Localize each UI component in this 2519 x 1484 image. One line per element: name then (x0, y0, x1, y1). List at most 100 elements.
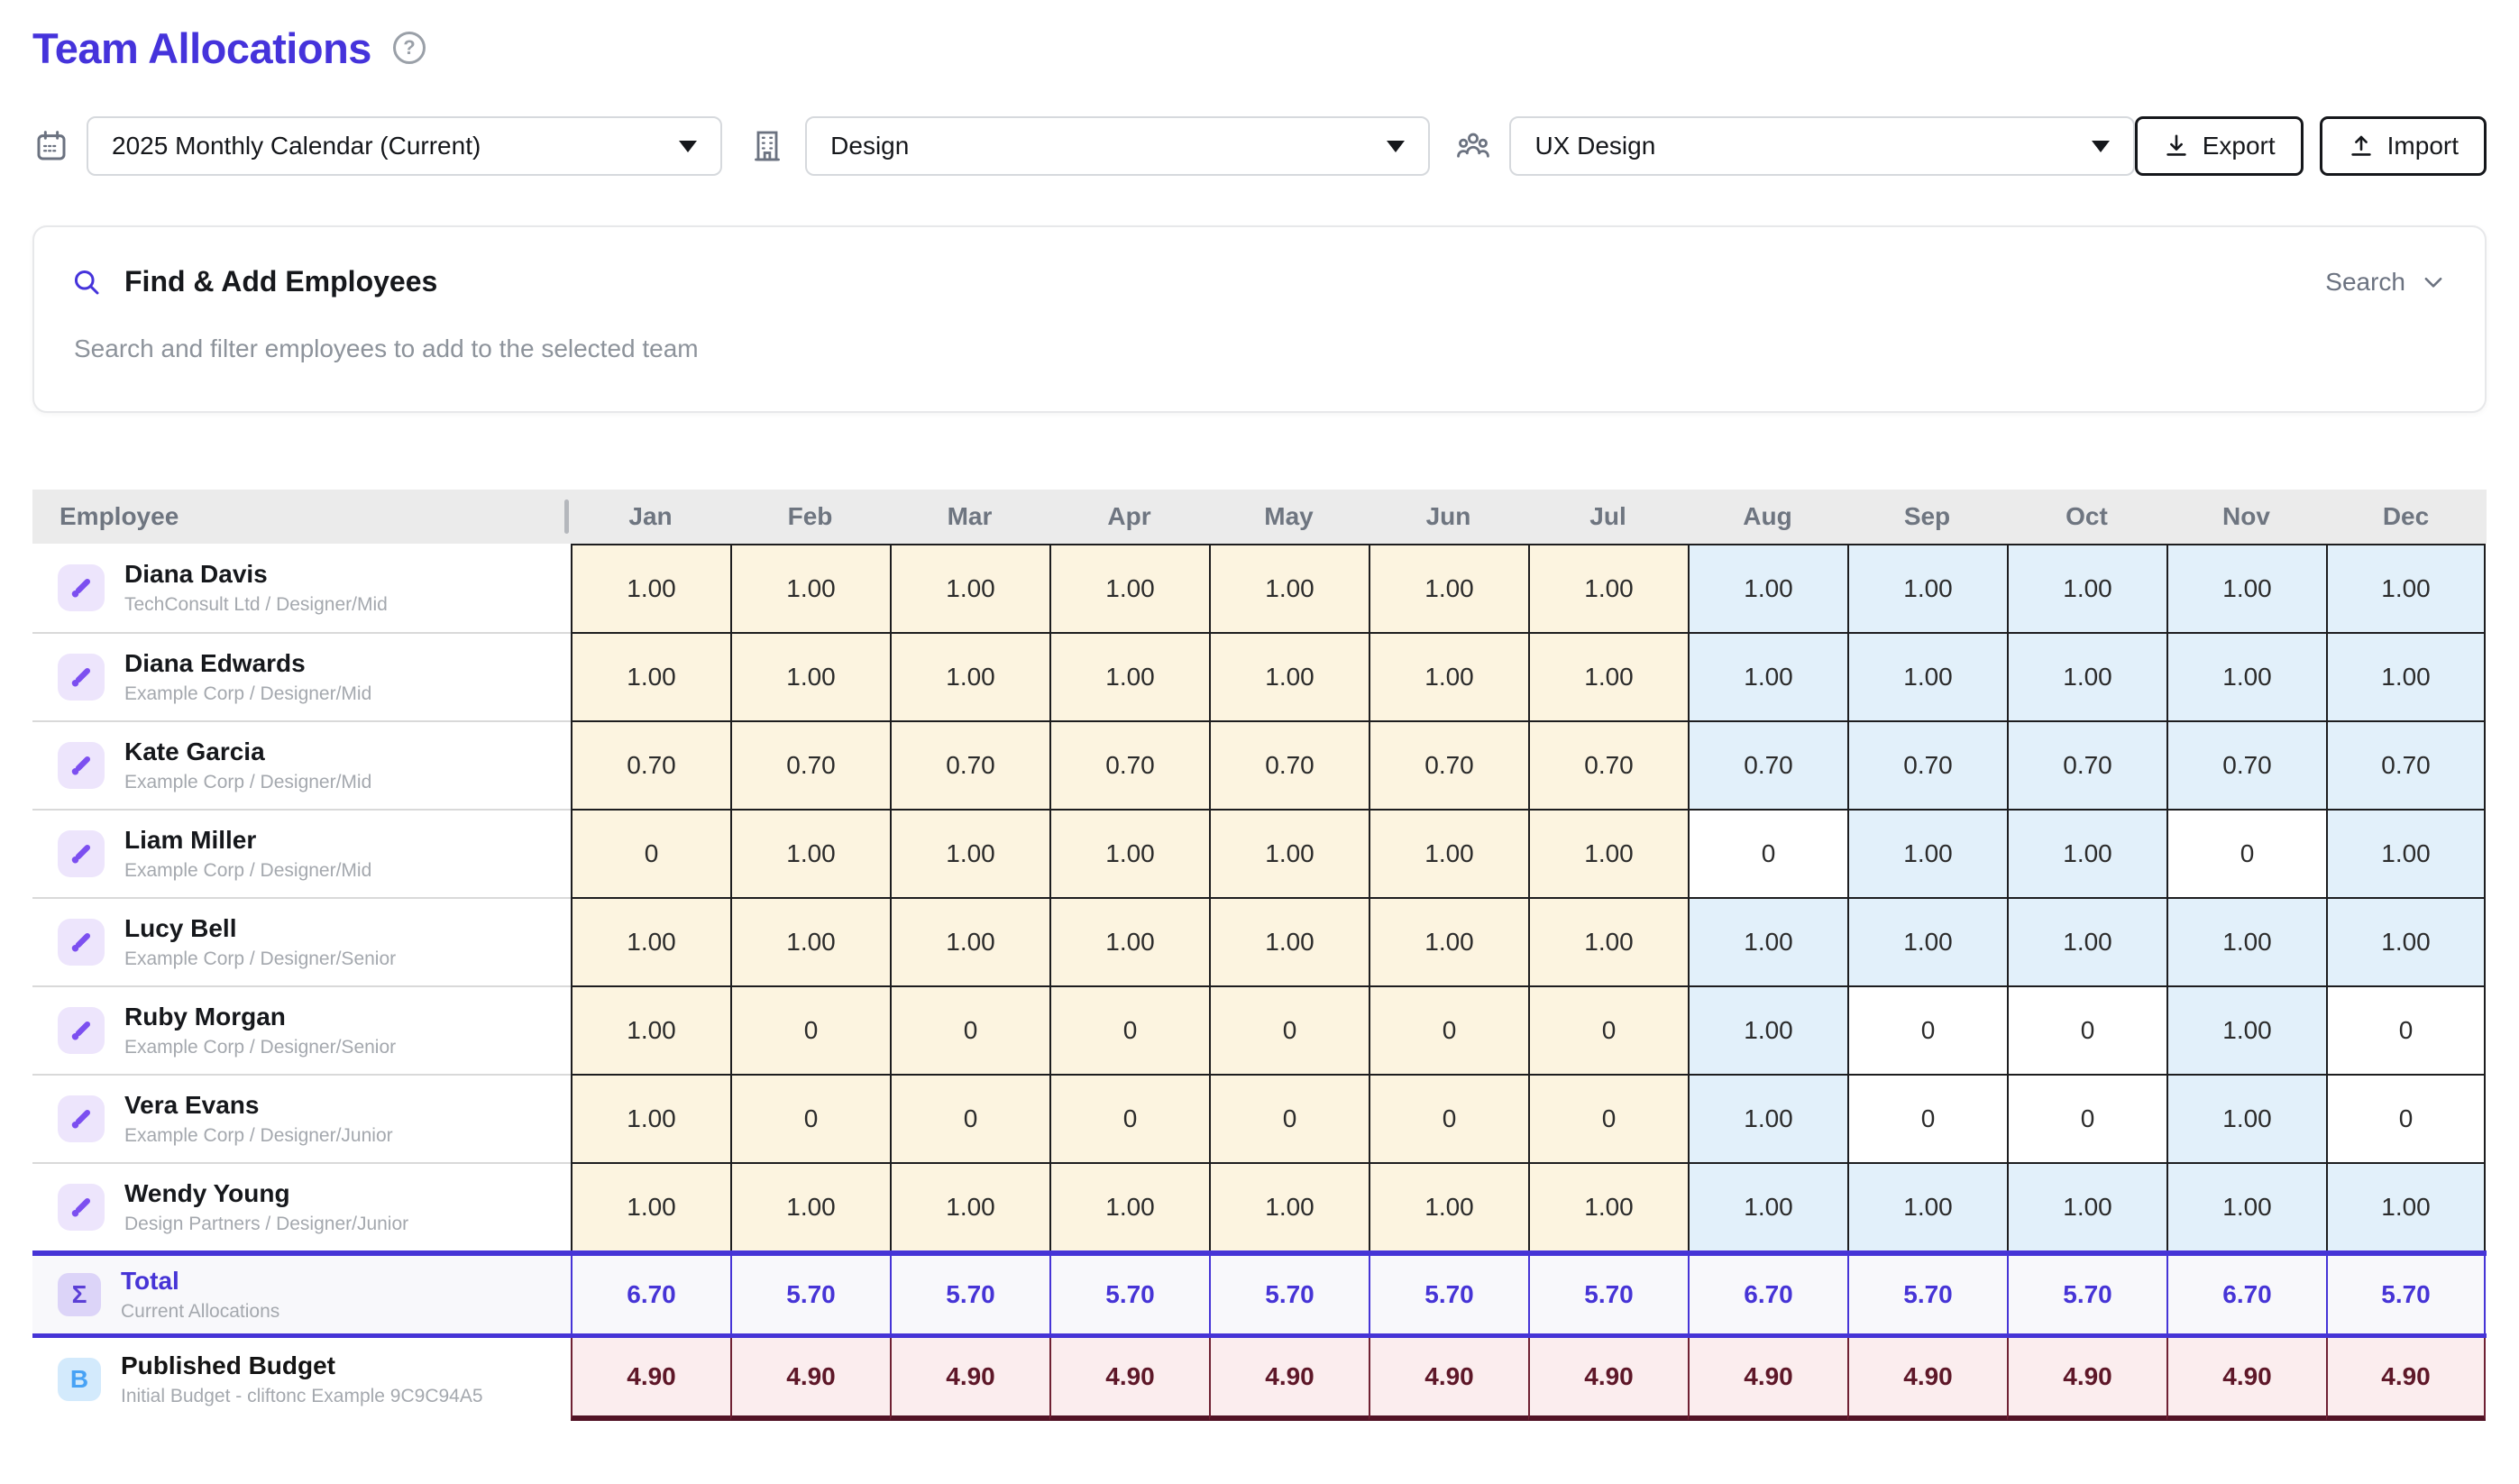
allocation-cell[interactable]: 1.00 (1688, 1074, 1847, 1162)
allocation-cell[interactable]: 1.00 (1528, 1162, 1688, 1250)
import-button[interactable]: Import (2319, 116, 2487, 176)
export-button[interactable]: Export (2134, 116, 2304, 176)
allocation-cell[interactable]: 0 (1049, 1074, 1209, 1162)
allocation-cell[interactable]: 1.00 (2166, 985, 2326, 1074)
allocation-cell[interactable]: 1.00 (1049, 809, 1209, 897)
allocation-cell[interactable]: 1.00 (1369, 809, 1528, 897)
allocation-cell[interactable]: 1.00 (1528, 809, 1688, 897)
allocation-cell[interactable]: 0.70 (1209, 720, 1369, 809)
allocation-cell[interactable]: 0 (1847, 985, 2007, 1074)
allocation-cell[interactable]: 1.00 (730, 897, 890, 985)
allocation-cell[interactable]: 0 (890, 985, 1049, 1074)
allocation-cell[interactable]: 0 (1688, 809, 1847, 897)
allocation-cell[interactable]: 1.00 (571, 1074, 730, 1162)
allocation-cell[interactable]: 1.00 (730, 809, 890, 897)
allocation-cell[interactable]: 1.00 (2007, 632, 2166, 720)
allocation-cell[interactable]: 1.00 (890, 1162, 1049, 1250)
allocation-cell[interactable]: 1.00 (2007, 897, 2166, 985)
allocation-cell[interactable]: 0 (2007, 985, 2166, 1074)
allocation-cell[interactable]: 1.00 (2166, 544, 2326, 632)
allocation-cell[interactable]: 0.70 (2007, 720, 2166, 809)
allocation-cell[interactable]: 0 (890, 1074, 1049, 1162)
allocation-cell[interactable]: 1.00 (2166, 632, 2326, 720)
allocation-cell[interactable]: 1.00 (1049, 1162, 1209, 1250)
allocation-cell[interactable]: 1.00 (1209, 632, 1369, 720)
allocation-cell[interactable]: 1.00 (1049, 632, 1209, 720)
allocation-cell[interactable]: 0 (1049, 985, 1209, 1074)
allocation-cell[interactable]: 1.00 (571, 1162, 730, 1250)
allocation-cell[interactable]: 0.70 (1847, 720, 2007, 809)
allocation-cell[interactable]: 0 (1528, 1074, 1688, 1162)
help-icon[interactable]: ? (392, 32, 426, 64)
allocation-cell[interactable]: 1.00 (2326, 544, 2486, 632)
allocation-cell[interactable]: 1.00 (1369, 1162, 1528, 1250)
allocation-cell[interactable]: 1.00 (2007, 544, 2166, 632)
allocation-cell[interactable]: 1.00 (1847, 632, 2007, 720)
allocation-cell[interactable]: 1.00 (2326, 1162, 2486, 1250)
team-select[interactable]: UX Design (1509, 116, 2135, 176)
allocation-cell[interactable]: 0 (1369, 985, 1528, 1074)
allocation-cell[interactable]: 0.70 (1688, 720, 1847, 809)
calendar-select[interactable]: 2025 Monthly Calendar (Current) (87, 116, 723, 176)
allocation-cell[interactable]: 0.70 (730, 720, 890, 809)
allocation-cell[interactable]: 1.00 (890, 809, 1049, 897)
allocation-cell[interactable]: 1.00 (1369, 544, 1528, 632)
allocation-cell[interactable]: 0 (2007, 1074, 2166, 1162)
allocation-cell[interactable]: 0.70 (890, 720, 1049, 809)
allocation-cell[interactable]: 1.00 (1209, 897, 1369, 985)
allocation-cell[interactable]: 1.00 (890, 897, 1049, 985)
allocation-cell[interactable]: 1.00 (1369, 897, 1528, 985)
allocation-cell[interactable]: 1.00 (1209, 1162, 1369, 1250)
allocation-cell[interactable]: 1.00 (1847, 1162, 2007, 1250)
allocation-cell[interactable]: 1.00 (2166, 1074, 2326, 1162)
allocation-cell[interactable]: 1.00 (1847, 897, 2007, 985)
allocation-cell[interactable]: 0 (730, 1074, 890, 1162)
allocation-cell[interactable]: 0.70 (2326, 720, 2486, 809)
allocation-cell[interactable]: 1.00 (1847, 544, 2007, 632)
allocation-cell[interactable]: 0.70 (571, 720, 730, 809)
allocation-cell[interactable]: 1.00 (1049, 897, 1209, 985)
allocation-cell[interactable]: 1.00 (1369, 632, 1528, 720)
allocation-cell[interactable]: 0.70 (1049, 720, 1209, 809)
search-toggle[interactable]: Search (2325, 268, 2447, 297)
allocation-cell[interactable]: 0 (2326, 1074, 2486, 1162)
allocation-cell[interactable]: 1.00 (2007, 1162, 2166, 1250)
allocation-cell[interactable]: 1.00 (890, 632, 1049, 720)
allocation-cell[interactable]: 0 (2326, 985, 2486, 1074)
allocation-cell[interactable]: 0 (2166, 809, 2326, 897)
allocation-cell[interactable]: 0 (730, 985, 890, 1074)
allocation-cell[interactable]: 1.00 (1688, 985, 1847, 1074)
allocation-cell[interactable]: 1.00 (1688, 897, 1847, 985)
allocation-cell[interactable]: 1.00 (1847, 809, 2007, 897)
allocation-cell[interactable]: 1.00 (1528, 544, 1688, 632)
allocation-cell[interactable]: 1.00 (2166, 1162, 2326, 1250)
allocation-cell[interactable]: 1.00 (730, 544, 890, 632)
allocation-cell[interactable]: 1.00 (1688, 544, 1847, 632)
allocation-cell[interactable]: 1.00 (1209, 809, 1369, 897)
allocation-cell[interactable]: 0 (1847, 1074, 2007, 1162)
allocation-cell[interactable]: 1.00 (2166, 897, 2326, 985)
allocation-cell[interactable]: 0 (1528, 985, 1688, 1074)
allocation-cell[interactable]: 1.00 (890, 544, 1049, 632)
allocation-cell[interactable]: 0.70 (1528, 720, 1688, 809)
allocation-cell[interactable]: 0 (1369, 1074, 1528, 1162)
allocation-cell[interactable]: 1.00 (1209, 544, 1369, 632)
allocation-cell[interactable]: 1.00 (1528, 632, 1688, 720)
allocation-cell[interactable]: 1.00 (2326, 897, 2486, 985)
allocation-cell[interactable]: 1.00 (730, 632, 890, 720)
allocation-cell[interactable]: 1.00 (2326, 632, 2486, 720)
allocation-cell[interactable]: 1.00 (1049, 544, 1209, 632)
allocation-cell[interactable]: 1.00 (571, 985, 730, 1074)
allocation-cell[interactable]: 1.00 (1528, 897, 1688, 985)
allocation-cell[interactable]: 1.00 (2326, 809, 2486, 897)
allocation-cell[interactable]: 1.00 (730, 1162, 890, 1250)
allocation-cell[interactable]: 1.00 (571, 897, 730, 985)
column-resize-handle[interactable] (564, 499, 569, 534)
allocation-cell[interactable]: 0 (1209, 985, 1369, 1074)
allocation-cell[interactable]: 1.00 (571, 632, 730, 720)
allocation-cell[interactable]: 1.00 (1688, 632, 1847, 720)
allocation-cell[interactable]: 0 (1209, 1074, 1369, 1162)
department-select[interactable]: Design (805, 116, 1431, 176)
allocation-cell[interactable]: 0.70 (2166, 720, 2326, 809)
allocation-cell[interactable]: 1.00 (571, 544, 730, 632)
